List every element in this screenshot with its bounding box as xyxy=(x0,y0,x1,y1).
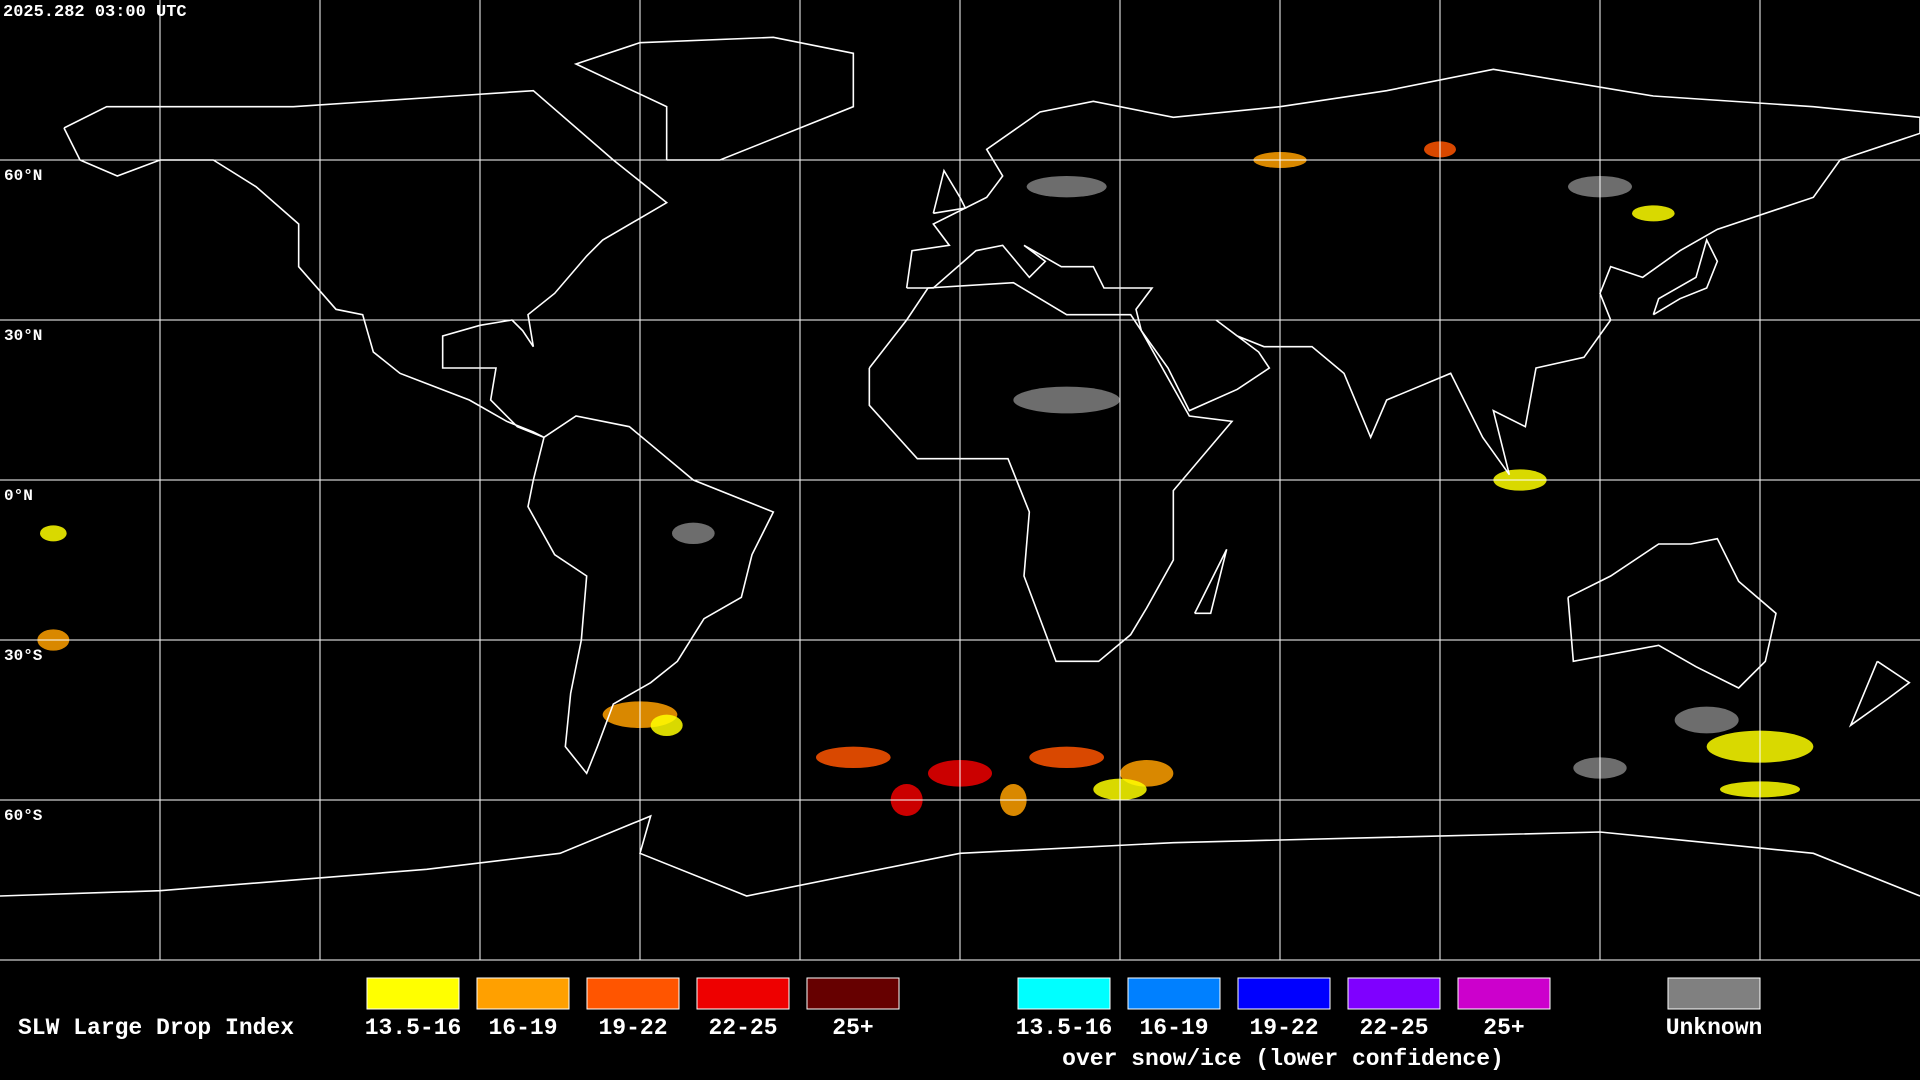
timestamp: 2025.282 03:00 UTC xyxy=(3,3,187,22)
legend-label: 16-19 xyxy=(488,1015,557,1041)
legend-swatch xyxy=(1667,977,1761,1010)
graticule xyxy=(0,0,1920,960)
legend-swatch xyxy=(696,977,790,1010)
coastline xyxy=(1567,537,1777,689)
coastline xyxy=(573,36,855,161)
coastline xyxy=(1848,660,1911,728)
legend-swatch xyxy=(586,977,680,1010)
coastline xyxy=(527,415,775,775)
legend-label: 19-22 xyxy=(1249,1015,1318,1041)
cloud-patch xyxy=(1632,205,1675,222)
legend-label: 13.5-16 xyxy=(365,1015,462,1041)
legend-label: 16-19 xyxy=(1139,1015,1208,1041)
legend-swatch xyxy=(806,977,900,1010)
snow-caption: over snow/ice (lower confidence) xyxy=(1062,1046,1504,1072)
lat-label: 60°S xyxy=(4,807,43,825)
coastline xyxy=(1652,237,1719,316)
legend-label: 25+ xyxy=(1483,1015,1524,1041)
legend-swatch xyxy=(366,977,460,1010)
legend-label: 22-25 xyxy=(708,1015,777,1041)
cloud-patch xyxy=(650,714,683,736)
legend-label: 19-22 xyxy=(598,1015,667,1041)
cloud-patch xyxy=(1120,760,1174,787)
cloud-patch xyxy=(1013,386,1120,414)
legend-swatch xyxy=(1457,977,1551,1010)
coastline xyxy=(1193,548,1228,615)
cloud-patch xyxy=(1026,176,1107,198)
legend-swatch xyxy=(1347,977,1441,1010)
cloud-patch xyxy=(1029,746,1104,768)
lat-labels: 60°N 30°N 0°N 30°S 60°S xyxy=(4,167,43,825)
lat-label: 0°N xyxy=(4,487,33,505)
coastline xyxy=(63,89,669,439)
legend-label: 13.5-16 xyxy=(1016,1015,1113,1041)
lat-label: 30°N xyxy=(4,327,42,345)
legend-label: 25+ xyxy=(832,1015,873,1041)
lat-label: 60°N xyxy=(4,167,42,185)
cloud-patch xyxy=(816,746,891,768)
legend-label: 22-25 xyxy=(1359,1015,1428,1041)
coastline xyxy=(868,281,1234,663)
cloud-patch xyxy=(672,522,715,544)
cloud-patch xyxy=(1674,706,1739,734)
legend-swatch xyxy=(1237,977,1331,1010)
legend: SLW Large Drop Index over snow/ice (lowe… xyxy=(18,977,1763,1072)
cloud-patches xyxy=(37,141,1814,816)
legend-swatch xyxy=(1017,977,1111,1010)
cloud-patch xyxy=(40,525,67,542)
lat-label: 30°S xyxy=(4,647,43,665)
legend-title: SLW Large Drop Index xyxy=(18,1015,294,1041)
legend-swatch xyxy=(476,977,570,1010)
legend-swatch xyxy=(1127,977,1221,1010)
legend-label: Unknown xyxy=(1666,1015,1763,1041)
